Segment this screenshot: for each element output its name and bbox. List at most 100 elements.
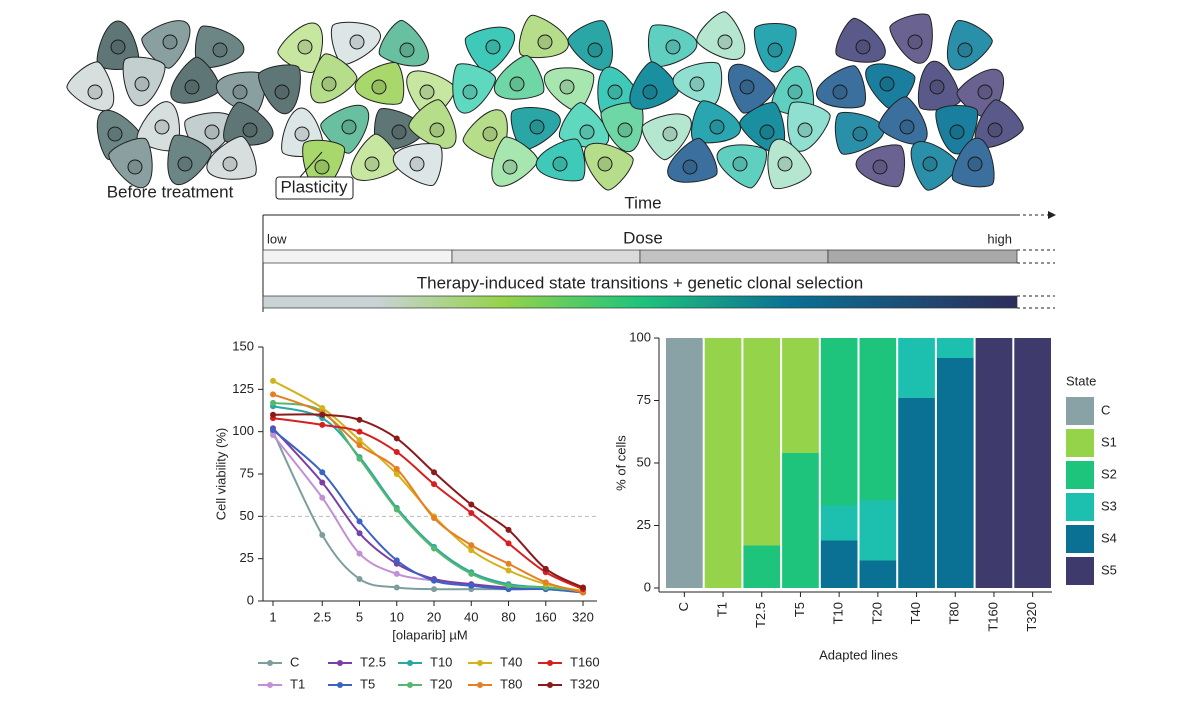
- cell: [350, 133, 401, 181]
- bar-segment: [975, 338, 1013, 588]
- data-point: [270, 432, 277, 439]
- data-point: [356, 530, 363, 537]
- nucleus: [922, 156, 938, 172]
- legend-swatch: [1066, 429, 1094, 457]
- data-point: [431, 586, 438, 593]
- nucleus: [297, 39, 313, 55]
- legend-label: T2.5: [360, 654, 386, 669]
- data-point: [393, 435, 400, 442]
- series-line: [272, 434, 584, 592]
- data-point: [431, 545, 438, 552]
- nucleus: [314, 159, 330, 175]
- nucleus: [587, 42, 603, 58]
- nucleus: [107, 126, 123, 142]
- x-tick-label: 2.5: [313, 609, 331, 624]
- data-point: [505, 526, 512, 533]
- data-point: [542, 579, 549, 586]
- x-tick-label: 20: [427, 609, 441, 624]
- data-point: [431, 577, 438, 584]
- data-point: [393, 506, 400, 513]
- nucleus: [682, 159, 698, 175]
- legend-swatch: [1066, 397, 1094, 425]
- legend-marker: [407, 682, 413, 688]
- series-line: [272, 417, 584, 591]
- legend-label: S1: [1101, 434, 1117, 449]
- cell-illustration: [66, 11, 1024, 191]
- bar-segment: [859, 338, 897, 501]
- legend-label: T80: [500, 676, 522, 691]
- cell: [629, 61, 679, 110]
- data-point: [319, 411, 326, 418]
- bar-segment: [859, 560, 897, 588]
- data-point: [356, 428, 363, 435]
- x-tick-label: 320: [572, 609, 594, 624]
- nucleus: [294, 126, 310, 142]
- legend-marker: [477, 682, 483, 688]
- bar-segment: [936, 338, 974, 358]
- cell: [408, 99, 457, 149]
- bar-segment: [820, 540, 858, 588]
- legend-marker: [547, 660, 553, 666]
- x-tick-label: T80: [947, 602, 962, 624]
- x-axis-label: Adapted lines: [819, 647, 898, 662]
- nucleus: [212, 42, 228, 58]
- legend-swatch: [1066, 493, 1094, 521]
- bar-segment: [743, 545, 781, 588]
- nucleus: [529, 119, 545, 135]
- nucleus: [689, 76, 705, 92]
- plasticity-box: [275, 176, 354, 200]
- data-point: [270, 426, 277, 433]
- nucleus: [482, 126, 498, 142]
- bar-segment: [898, 398, 935, 588]
- nucleus: [872, 159, 888, 175]
- x-tick-label: T20: [869, 602, 884, 624]
- nucleus: [929, 79, 945, 95]
- nucleus: [509, 76, 525, 92]
- x-tick-label: C: [676, 602, 691, 611]
- legend-label: T160: [570, 654, 600, 669]
- nucleus: [709, 119, 725, 135]
- nucleus: [739, 79, 755, 95]
- bar-segment: [782, 453, 819, 588]
- y-tick-label: 100: [629, 329, 651, 344]
- nucleus: [409, 156, 425, 172]
- data-point: [431, 481, 438, 488]
- nucleus: [341, 119, 357, 135]
- nucleus: [852, 126, 868, 142]
- nucleus: [242, 122, 258, 138]
- bar-segment: [936, 358, 974, 588]
- data-point: [468, 542, 475, 549]
- legend-label: T10: [430, 654, 452, 669]
- bar-segment: [859, 500, 897, 561]
- nucleus: [177, 156, 193, 172]
- nucleus: [162, 34, 178, 50]
- data-point: [270, 399, 277, 406]
- data-point: [393, 557, 400, 564]
- nucleus: [732, 156, 748, 172]
- data-point: [468, 570, 475, 577]
- data-point: [505, 567, 512, 574]
- y-tick-label: 125: [232, 381, 254, 396]
- x-tick-label: 5: [356, 609, 363, 624]
- legend-swatch: [1066, 461, 1094, 489]
- data-point: [319, 404, 326, 411]
- transition-bar: [262, 295, 1018, 309]
- x-tick-label: 10: [390, 609, 404, 624]
- nucleus: [274, 84, 290, 100]
- nucleus: [777, 156, 793, 172]
- nucleus: [371, 79, 387, 95]
- x-tick-label: T160: [985, 602, 1000, 632]
- nucleus: [391, 124, 407, 140]
- high-label: high: [987, 231, 1012, 246]
- time-label: Time: [624, 193, 661, 212]
- nucleus: [204, 124, 220, 140]
- data-point: [393, 584, 400, 591]
- data-point: [431, 469, 438, 476]
- nucleus: [222, 156, 238, 172]
- data-point: [580, 584, 587, 591]
- data-point: [393, 465, 400, 472]
- legend-label: S2: [1101, 466, 1117, 481]
- nucleus: [787, 84, 803, 100]
- nucleus: [321, 76, 337, 92]
- data-point: [505, 540, 512, 547]
